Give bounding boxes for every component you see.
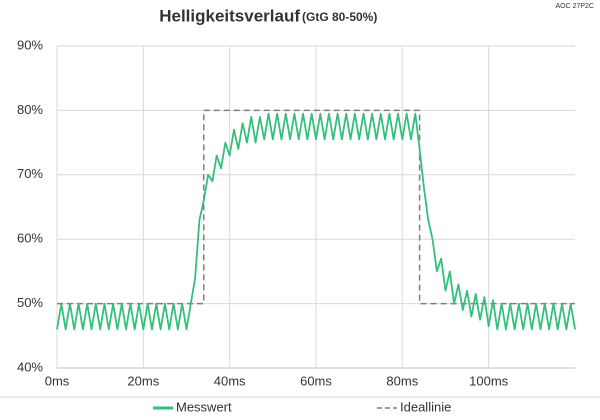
series-line — [57, 109, 575, 305]
y-tick-label: 40% — [17, 359, 43, 374]
y-tick-label: 80% — [17, 102, 43, 117]
annotation: AOC 27P2C — [555, 3, 594, 10]
y-tick-label: 50% — [17, 295, 43, 310]
series-line — [56, 112, 576, 331]
x-tick-label: 0ms — [45, 373, 70, 388]
legend-label: Ideallinie — [400, 399, 451, 414]
x-tick-label: 20ms — [127, 373, 159, 388]
x-tick-label: 60ms — [300, 373, 332, 388]
x-tick-label: 80ms — [386, 373, 418, 388]
x-tick-label: 100ms — [469, 373, 509, 388]
y-tick-label: 70% — [17, 166, 43, 181]
y-tick-label: 60% — [17, 231, 43, 246]
chart-title: Helligkeitsverlauf — [159, 6, 300, 25]
legend-label: Messwert — [176, 399, 232, 414]
x-tick-label: 40ms — [214, 373, 246, 388]
y-tick-label: 90% — [17, 37, 43, 52]
chart-subtitle: (GtG 80-50%) — [302, 10, 377, 24]
